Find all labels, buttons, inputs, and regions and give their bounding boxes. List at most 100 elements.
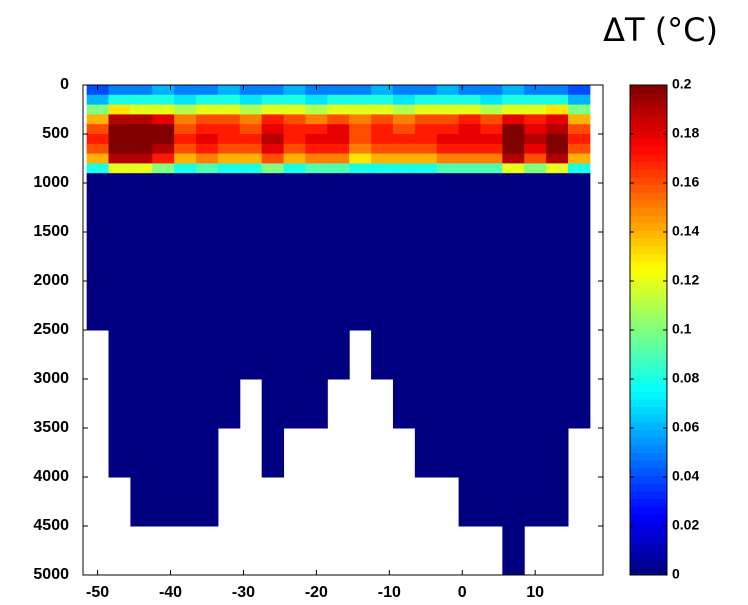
colorbar-swatch [630, 199, 667, 208]
cell [414, 85, 438, 96]
colorbar-swatch [630, 245, 667, 254]
cell [349, 85, 372, 96]
colorbar-swatch [630, 161, 667, 170]
cell [196, 143, 219, 155]
cell [196, 104, 219, 115]
cell [108, 94, 131, 106]
cell [567, 104, 591, 115]
colorbar-swatch [630, 337, 667, 346]
colorbar-swatch [630, 299, 667, 308]
cell [130, 163, 153, 174]
cell [239, 104, 263, 115]
cell [371, 85, 394, 96]
cell [502, 153, 525, 164]
cell [458, 114, 481, 125]
cell [349, 94, 372, 106]
cell [480, 104, 503, 115]
cell [305, 163, 328, 174]
y-tick-label: 4000 [33, 468, 69, 485]
cell [217, 173, 241, 429]
cell [86, 173, 110, 331]
cell [436, 153, 460, 164]
cell [567, 85, 591, 96]
cell [217, 104, 241, 115]
colorbar-swatch [630, 115, 667, 124]
cell [239, 114, 263, 125]
cell [130, 104, 153, 115]
x-tick-label: 0 [458, 584, 467, 601]
cell [108, 114, 131, 125]
cell [217, 143, 241, 155]
cell [480, 85, 503, 96]
colorbar-tick-label: 0.18 [672, 125, 699, 141]
y-tick-label: 1500 [33, 223, 69, 240]
colorbar-tick-label: 0.14 [672, 223, 699, 239]
cell [130, 124, 153, 135]
cell [524, 134, 547, 145]
cell [283, 85, 306, 96]
colorbar-tick-label: 0.08 [672, 370, 699, 386]
cell [283, 114, 306, 125]
cell [349, 114, 372, 125]
x-tick-label: -40 [159, 584, 182, 601]
cell [480, 124, 503, 135]
cell [152, 94, 175, 106]
cell [174, 173, 197, 527]
cell [283, 134, 306, 145]
y-tick-label: 3500 [33, 419, 69, 436]
cell [524, 153, 547, 164]
cell [458, 134, 481, 145]
colorbar-tick-label: 0.2 [672, 76, 692, 92]
colorbar-title: ΔT (°C) [603, 11, 718, 49]
cell [217, 94, 241, 106]
cell [524, 114, 547, 125]
cell [392, 85, 416, 96]
cell [130, 143, 153, 155]
cell [305, 94, 328, 106]
cell [392, 124, 416, 135]
cell [305, 104, 328, 115]
cell [414, 173, 438, 478]
cell [502, 114, 525, 125]
cell [283, 94, 306, 106]
colorbar-swatch [630, 184, 667, 193]
cell [327, 124, 350, 135]
cell [567, 124, 591, 135]
cell [130, 85, 153, 96]
cell [239, 173, 263, 380]
cell [327, 134, 350, 145]
cell [327, 114, 350, 125]
cell [371, 124, 394, 135]
cell [392, 153, 416, 164]
colorbar-swatch [630, 123, 667, 132]
cell [108, 153, 131, 164]
cell [414, 94, 438, 106]
cell [239, 153, 263, 164]
cell [261, 134, 285, 145]
colorbar-swatch [630, 513, 667, 522]
cell [196, 153, 219, 164]
colorbar-tick-label: 0.02 [672, 517, 699, 533]
cell [327, 163, 350, 174]
cell [152, 173, 175, 527]
colorbar-swatch [630, 421, 667, 431]
colorbar-swatch [630, 322, 667, 331]
cell [349, 163, 372, 174]
x-tick-label: -10 [378, 584, 401, 601]
cell [108, 163, 131, 174]
cell [305, 85, 328, 96]
cell [261, 163, 285, 174]
colorbar-swatch [630, 529, 667, 538]
colorbar-swatch [630, 552, 667, 561]
colorbar-swatch [630, 398, 667, 408]
cell [108, 173, 131, 478]
cell [196, 114, 219, 125]
colorbar-swatch [630, 383, 667, 392]
colorbar-swatch [630, 192, 667, 201]
colorbar-swatch [630, 345, 667, 354]
cell [458, 85, 481, 96]
cell [436, 94, 460, 106]
cell [524, 104, 547, 115]
colorbar-swatch [630, 107, 667, 117]
cell [174, 114, 197, 125]
